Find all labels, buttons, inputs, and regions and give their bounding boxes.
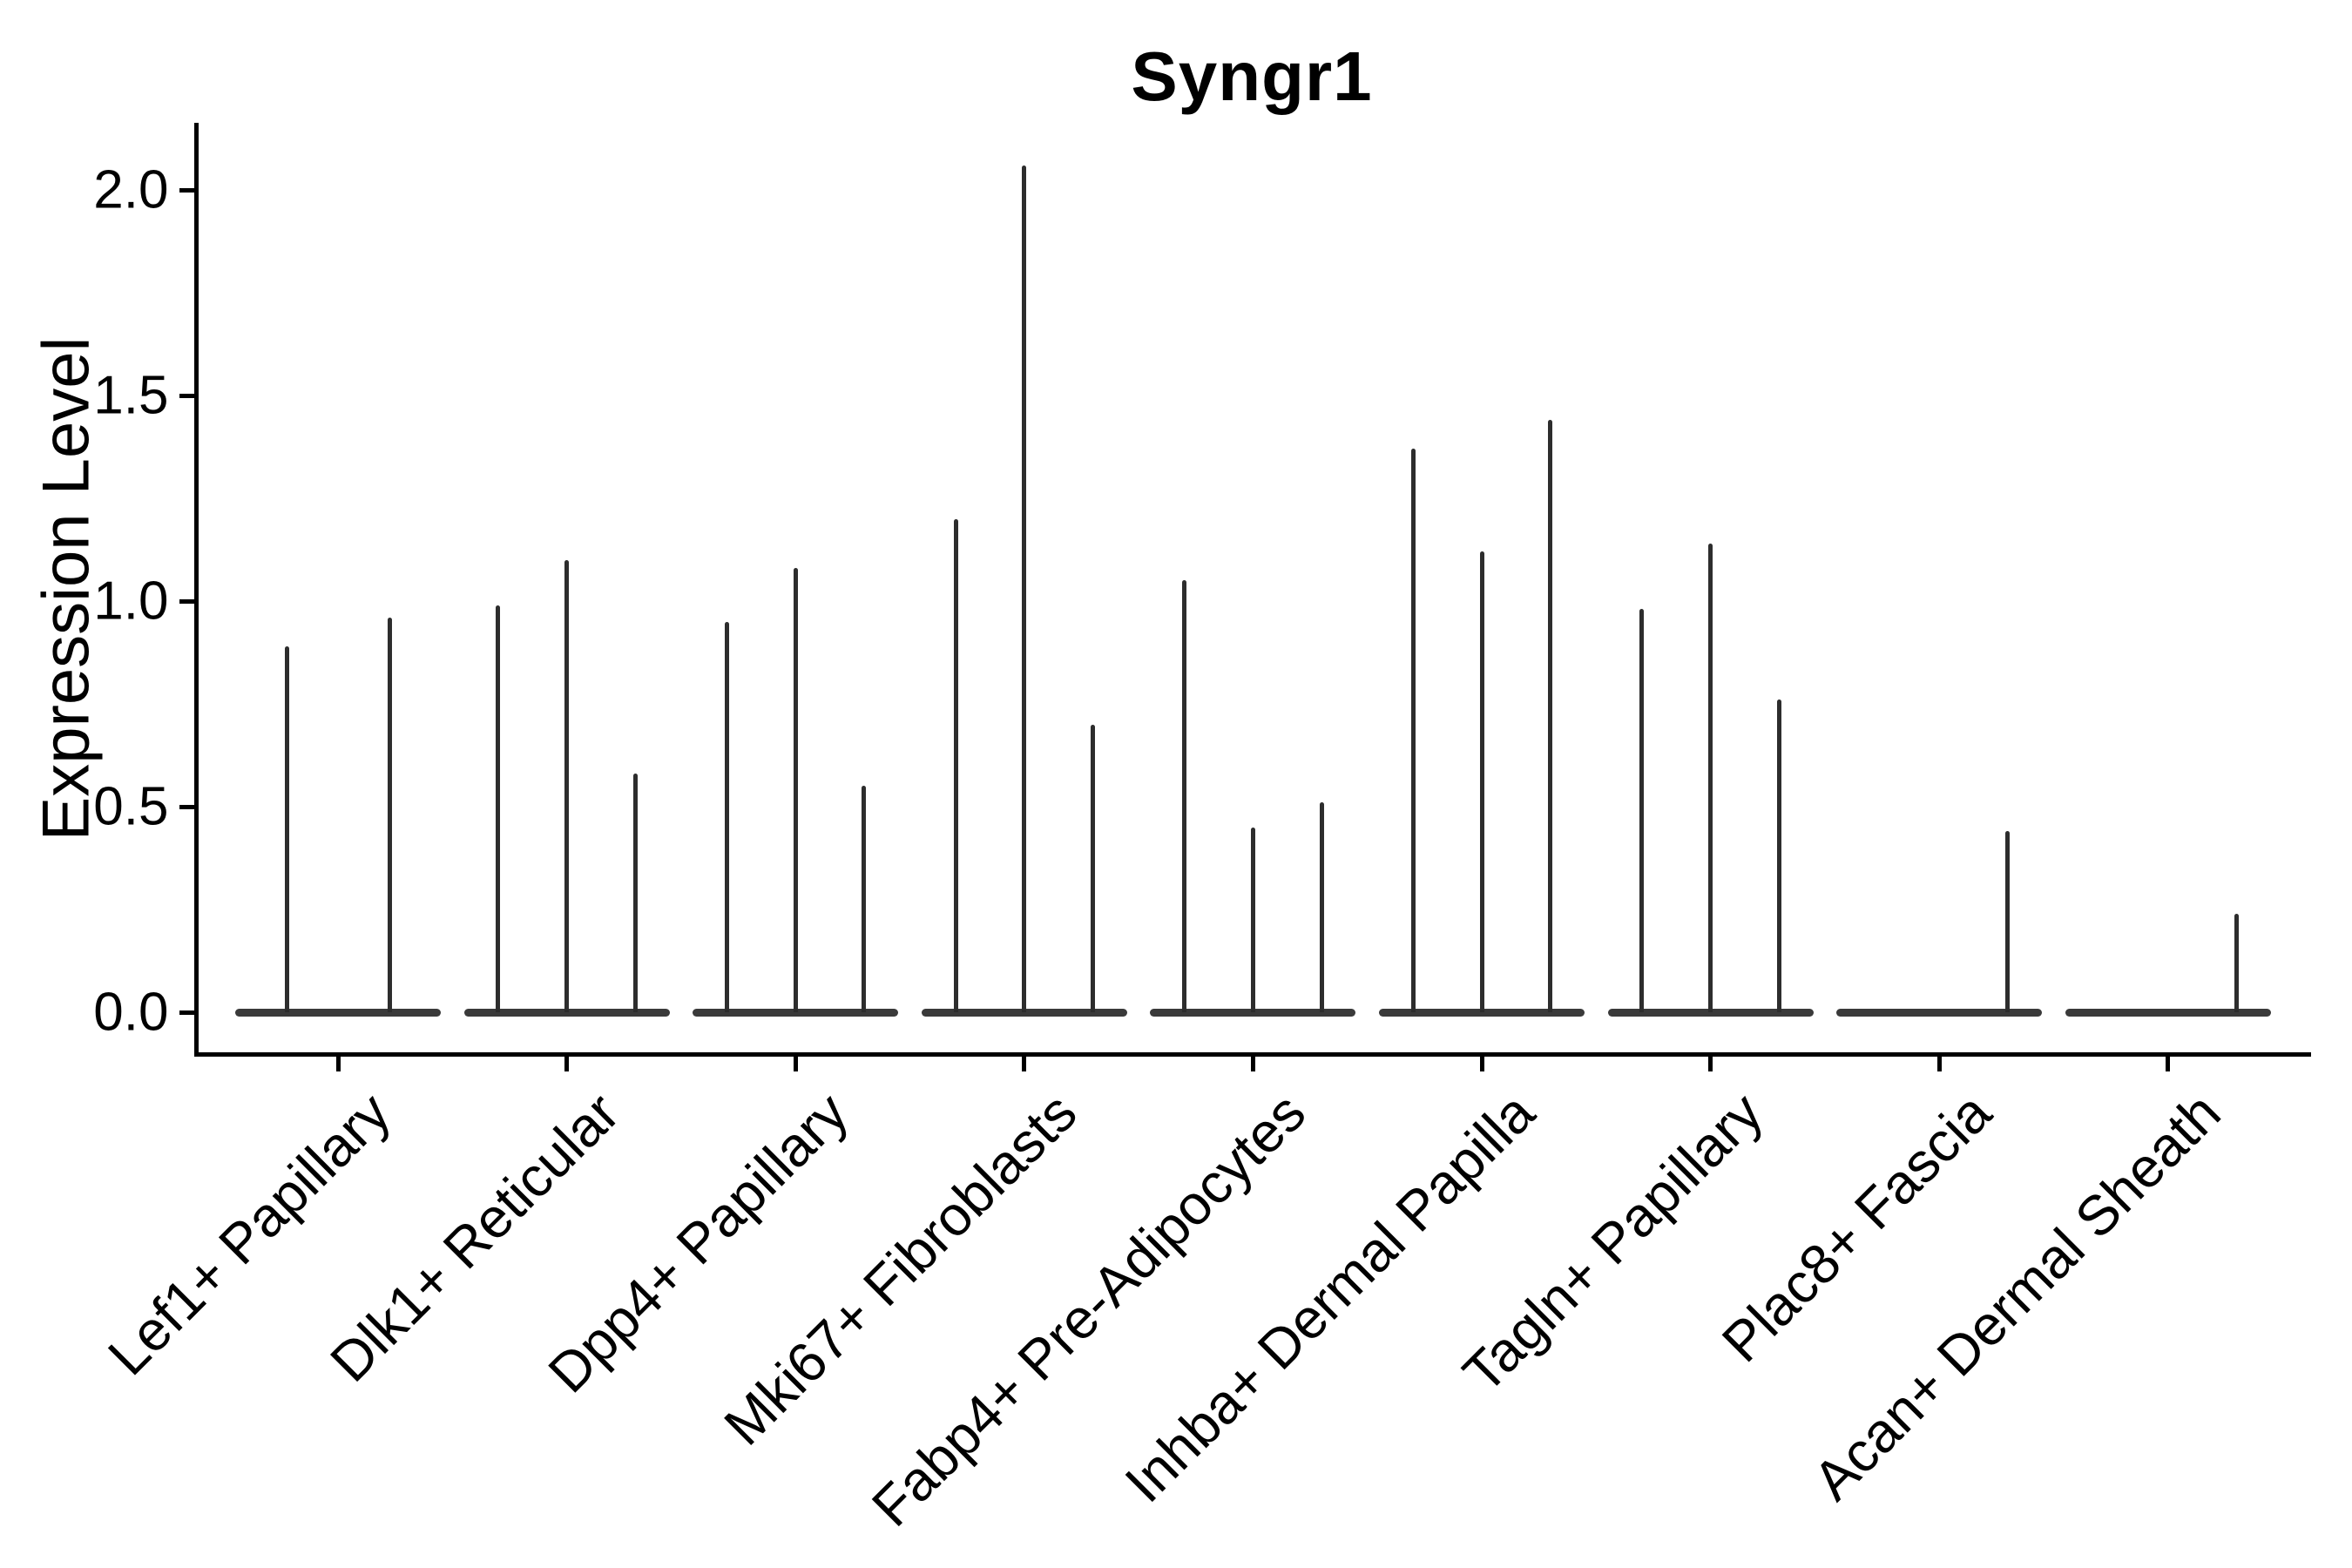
violin-spike (1250, 827, 1255, 1012)
violin-spike (2234, 913, 2239, 1012)
violin-spike (1090, 724, 1095, 1012)
violin-spike (1776, 700, 1781, 1012)
violin-spike (1182, 580, 1187, 1012)
y-tick-label: 1.5 (93, 365, 169, 426)
y-tick-label: 1.0 (93, 571, 169, 632)
plot-title: Syngr1 (1131, 37, 1373, 115)
violin-zero-base (2065, 1008, 2271, 1017)
violin-spike (1708, 543, 1713, 1012)
y-tick-mark (179, 187, 194, 193)
x-tick-label: Fabp4+ Pre-Adipocytes (859, 1080, 1318, 1538)
violin-spike (632, 774, 638, 1012)
violin-spike (1548, 420, 1553, 1012)
violin-spike (1410, 449, 1416, 1012)
violin-zero-base (463, 1008, 670, 1017)
x-tick-mark (2166, 1056, 2171, 1071)
x-tick-mark (1708, 1056, 1713, 1071)
x-tick-label: Acan+ Dermal Sheath (1801, 1080, 2233, 1512)
x-tick-mark (1250, 1056, 1255, 1071)
violin-spike (496, 605, 501, 1012)
violin-spike (793, 568, 798, 1012)
violin-zero-base (1607, 1008, 1814, 1017)
violin-spike (862, 786, 867, 1012)
violin-spike (1479, 551, 1484, 1012)
y-axis-spine (194, 123, 199, 1057)
violin-spike (1319, 802, 1324, 1012)
violin-spike (564, 559, 570, 1012)
violin-spike (2005, 831, 2011, 1012)
y-tick-label: 2.0 (93, 159, 169, 220)
x-tick-mark (335, 1056, 341, 1071)
y-tick-mark (179, 393, 194, 398)
x-tick-mark (1479, 1056, 1484, 1071)
violin-spike (284, 645, 289, 1012)
y-tick-label: 0.5 (93, 776, 169, 837)
violin-spike (953, 518, 958, 1012)
violin-spike (387, 617, 392, 1012)
x-tick-mark (1022, 1056, 1027, 1071)
x-tick-label: Inhba+ Dermal Papilla (1112, 1080, 1546, 1515)
violin-zero-base (235, 1008, 441, 1017)
x-tick-mark (1936, 1056, 1942, 1071)
x-axis-spine (194, 1051, 2311, 1057)
y-tick-label: 0.0 (93, 982, 169, 1043)
violin-zero-base (1379, 1008, 1585, 1017)
y-tick-mark (179, 804, 194, 809)
x-tick-mark (564, 1056, 570, 1071)
violin-spike (725, 621, 730, 1012)
violin-zero-base (1836, 1008, 2043, 1017)
violin-zero-base (921, 1008, 1127, 1017)
y-tick-mark (179, 1010, 194, 1015)
x-tick-mark (793, 1056, 798, 1071)
violin-spike (1022, 165, 1027, 1012)
violin-spike (1639, 609, 1645, 1012)
violin-zero-base (693, 1008, 899, 1017)
violin-zero-base (1150, 1008, 1356, 1017)
y-tick-mark (179, 598, 194, 604)
